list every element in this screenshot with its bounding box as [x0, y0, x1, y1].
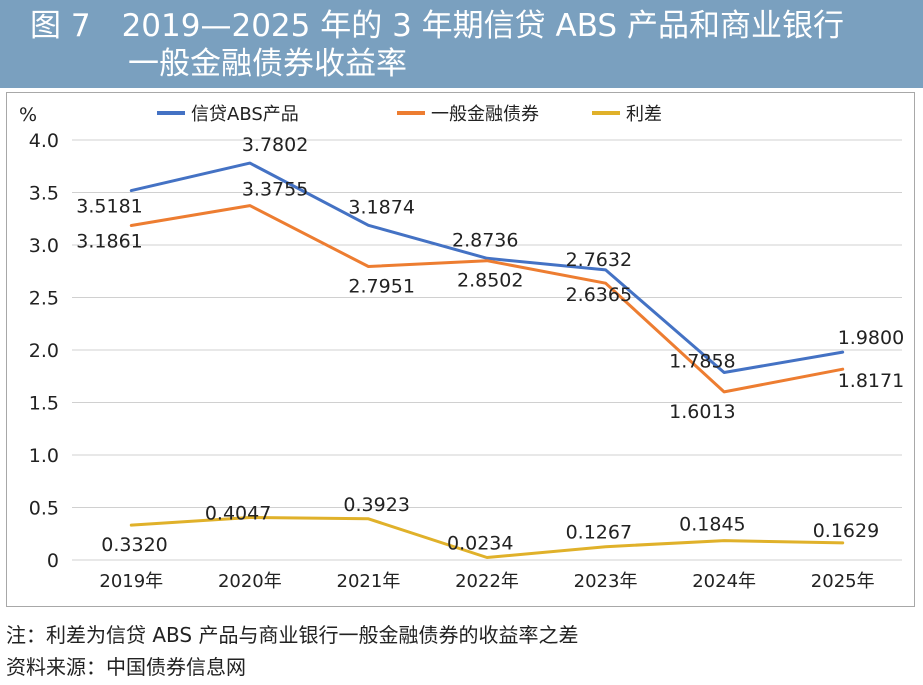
- footnote: 注：利差为信贷 ABS 产品与商业银行一般金融债券的收益率之差: [6, 623, 579, 647]
- legend-label: 一般金融债券: [431, 104, 539, 125]
- series-line-0: [129, 161, 845, 374]
- y-tick-label: 2.0: [29, 340, 59, 362]
- y-tick-label: 0: [47, 550, 59, 572]
- y-tick-label: 4.0: [29, 130, 59, 152]
- x-tick-label: 2021年: [337, 571, 401, 592]
- title-banner: 图 7 2019—2025 年的 3 年期信贷 ABS 产品和商业银行 一般金融…: [0, 0, 923, 88]
- data-label: 2.8736: [452, 229, 518, 251]
- x-tick-label: 2019年: [99, 571, 163, 592]
- data-label: 1.9800: [838, 327, 904, 349]
- series-line-2: [129, 516, 845, 559]
- data-label: 1.6013: [669, 401, 735, 423]
- x-tick-label: 2025年: [811, 571, 875, 592]
- data-label: 1.7858: [669, 350, 735, 372]
- data-label: 0.1267: [566, 522, 632, 544]
- y-tick-label: 0.5: [29, 498, 59, 520]
- data-label: 0.1845: [679, 514, 745, 536]
- data-label: 1.8171: [838, 370, 904, 392]
- x-tick-label: 2023年: [574, 571, 638, 592]
- data-label: 0.0234: [447, 533, 513, 555]
- data-label: 3.5181: [76, 196, 142, 218]
- x-tick-label: 2022年: [455, 571, 519, 592]
- data-source: 资料来源：中国债券信息网: [6, 655, 246, 679]
- data-label: 0.3320: [101, 534, 167, 556]
- y-axis-label: %: [19, 104, 37, 126]
- data-label: 0.4047: [205, 503, 271, 525]
- y-tick-label: 3.5: [29, 183, 59, 205]
- y-tick-label: 1.5: [29, 393, 59, 415]
- chart-title-line1: 图 7 2019—2025 年的 3 年期信贷 ABS 产品和商业银行: [30, 8, 844, 44]
- data-label: 0.1629: [813, 520, 879, 542]
- data-label: 3.7802: [242, 134, 308, 156]
- x-tick-label: 2024年: [692, 571, 756, 592]
- data-label: 2.7951: [348, 276, 414, 298]
- y-tick-label: 3.0: [29, 235, 59, 257]
- chart-title-line2: 一般金融债券收益率: [128, 46, 407, 82]
- legend-label: 信贷ABS产品: [191, 104, 299, 125]
- data-label: 2.7632: [566, 249, 632, 271]
- series-line-1: [129, 204, 845, 394]
- chart-area: 0 0.5 1.0 1.5 2.0 2.5 3.0 3.5 4.0% 2019年 2020年 2021…: [6, 92, 915, 607]
- data-label: 2.8502: [457, 270, 523, 292]
- legend-label: 利差: [626, 104, 662, 125]
- y-tick-label: 2.5: [29, 288, 59, 310]
- data-label: 0.3923: [343, 494, 409, 516]
- y-tick-label: 1.0: [29, 445, 59, 467]
- x-tick-label: 2020年: [218, 571, 282, 592]
- data-label: 3.3755: [242, 179, 308, 201]
- data-label: 3.1874: [348, 196, 414, 218]
- data-label: 3.1861: [76, 230, 142, 252]
- data-label: 2.6365: [566, 284, 632, 306]
- line-chart: 0 0.5 1.0 1.5 2.0 2.5 3.0 3.5 4.0% 2019年 2020年 2021…: [19, 104, 904, 592]
